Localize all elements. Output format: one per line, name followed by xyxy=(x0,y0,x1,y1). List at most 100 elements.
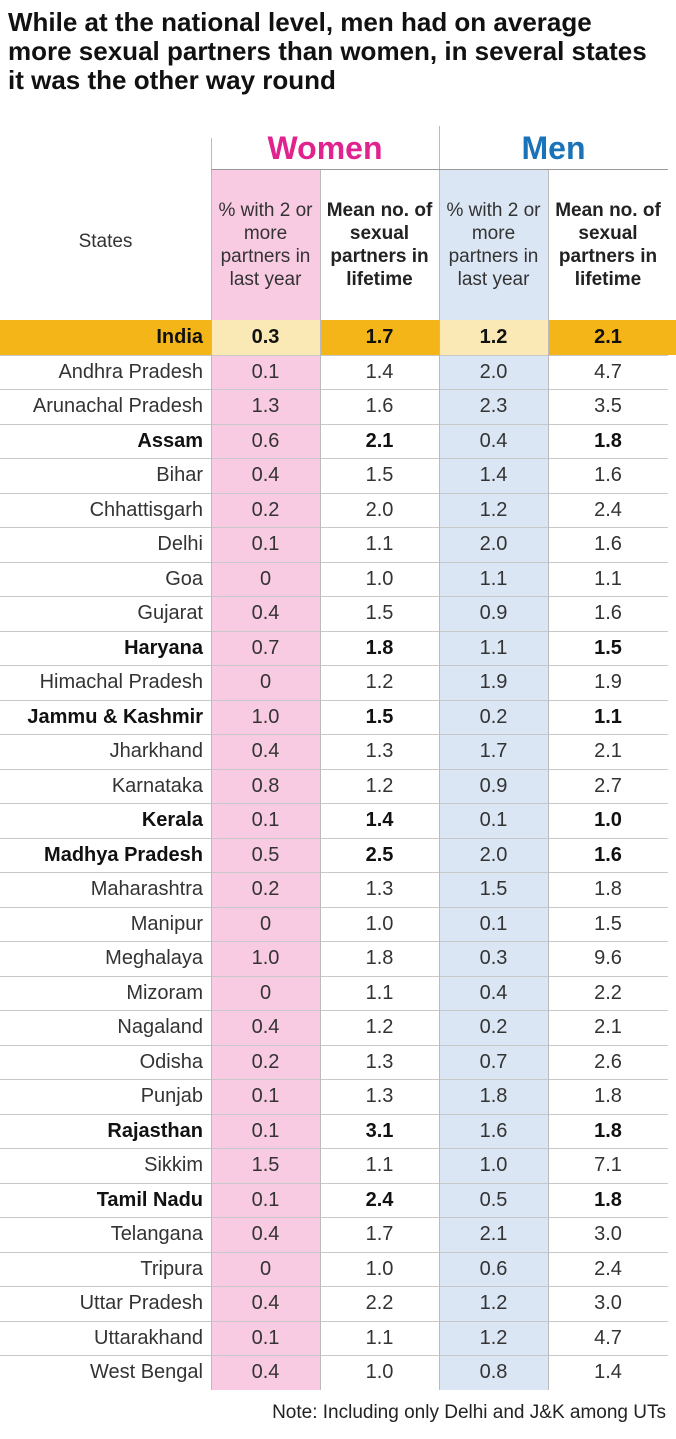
men-pct-cell: 0.6 xyxy=(479,1257,508,1280)
table-row: Bihar 0.4 1.5 1.4 1.6 xyxy=(0,458,676,493)
row-divider xyxy=(0,906,668,908)
women-mean-cell: 1.3 xyxy=(365,878,394,900)
men-pct-cell: 0.1 xyxy=(479,809,508,831)
men-pct-cell: 0.2 xyxy=(479,705,508,728)
men-pct-cell: 2.0 xyxy=(479,843,508,866)
women-pct-cell: 0 xyxy=(259,981,272,1004)
women-pct-cell: 0.7 xyxy=(251,636,280,659)
state-name-cell: Gujarat xyxy=(137,602,203,624)
women-mean-cell: 1.0 xyxy=(365,912,394,935)
table-row: Karnataka 0.8 1.2 0.9 2.7 xyxy=(0,769,676,804)
table-row: West Bengal 0.4 1.0 0.8 1.4 xyxy=(0,1355,676,1390)
men-pct-cell: 2.3 xyxy=(479,395,508,417)
women-pct-cell: 0.4 xyxy=(251,740,280,762)
women-pct-cell: 0.1 xyxy=(251,1085,280,1107)
men-mean-cell: 3.0 xyxy=(594,1292,622,1314)
state-name-cell: Assam xyxy=(137,429,203,452)
men-pct-cell: 0.8 xyxy=(479,1361,508,1383)
row-divider xyxy=(0,1079,668,1080)
table-row: Arunachal Pradesh 1.3 1.6 2.3 3.5 xyxy=(0,389,676,424)
state-name-cell: Mizoram xyxy=(126,981,203,1004)
table-row: Tripura 0 1.0 0.6 2.4 xyxy=(0,1252,676,1287)
men-mean-cell: 2.2 xyxy=(594,981,622,1004)
state-name-cell: West Bengal xyxy=(89,1361,203,1383)
row-divider xyxy=(0,665,668,666)
women-pct-cell: 0.5 xyxy=(251,843,280,866)
row-divider xyxy=(0,1286,668,1287)
state-name-cell: Nagaland xyxy=(117,1016,203,1038)
women-mean-cell: 2.1 xyxy=(365,429,394,452)
row-divider xyxy=(0,1113,668,1115)
state-name-cell: Madhya Pradesh xyxy=(44,843,203,866)
women-pct-cell: 0.6 xyxy=(251,429,280,452)
state-name-cell: Haryana xyxy=(124,636,203,659)
men-pct-cell: 2.0 xyxy=(479,533,508,555)
state-name-cell: Odisha xyxy=(139,1050,203,1073)
row-divider xyxy=(0,941,668,942)
women-pct-cell: 0 xyxy=(259,671,272,693)
table-row: Tamil Nadu 0.1 2.4 0.5 1.8 xyxy=(0,1183,676,1218)
row-divider xyxy=(0,561,668,563)
row-divider xyxy=(0,837,668,839)
row-divider xyxy=(0,1355,668,1356)
state-name-cell: Delhi xyxy=(157,533,203,555)
row-divider xyxy=(0,1148,668,1149)
table-row: Uttar Pradesh 0.4 2.2 1.2 3.0 xyxy=(0,1286,676,1321)
table-row: Andhra Pradesh 0.1 1.4 2.0 4.7 xyxy=(0,355,676,390)
men-mean-cell: 7.1 xyxy=(594,1154,622,1176)
table-row: Manipur 0 1.0 0.1 1.5 xyxy=(0,907,676,942)
men-mean-cell: 9.6 xyxy=(594,947,622,969)
women-pct-cell: 1.5 xyxy=(251,1154,280,1176)
state-name-cell: Sikkim xyxy=(144,1154,203,1176)
women-pct-cell: 0.1 xyxy=(251,360,280,383)
women-mean-cell: 1.1 xyxy=(365,533,394,555)
women-mean-cell: 1.2 xyxy=(365,774,394,797)
women-mean-cell: 2.5 xyxy=(365,843,394,866)
state-name-cell: Andhra Pradesh xyxy=(58,360,203,383)
table-row: Delhi 0.1 1.1 2.0 1.6 xyxy=(0,527,676,562)
row-divider xyxy=(0,1217,668,1218)
table-row: Rajasthan 0.1 3.1 1.6 1.8 xyxy=(0,1114,676,1149)
men-pct-cell: 1.8 xyxy=(479,1085,508,1107)
women-pct-cell: 0.2 xyxy=(251,1050,280,1073)
men-mean-cell: 1.5 xyxy=(594,912,622,935)
men-pct-cell: 2.1 xyxy=(479,1223,508,1245)
men-mean-cell: 1.8 xyxy=(594,1085,622,1107)
men-pct-cell: 1.1 xyxy=(479,567,508,590)
row-divider xyxy=(0,527,668,528)
women-mean-cell: 1.4 xyxy=(365,809,394,831)
women-mean-cell: 1.1 xyxy=(365,1154,394,1176)
row-divider xyxy=(0,872,668,873)
row-divider xyxy=(0,975,668,977)
men-mean-cell: 2.4 xyxy=(594,1257,622,1280)
women-pct-cell: 0.4 xyxy=(251,602,280,624)
row-divider xyxy=(0,423,668,425)
men-pct-cell: 1.2 xyxy=(479,1292,508,1314)
table-row: Madhya Pradesh 0.5 2.5 2.0 1.6 xyxy=(0,838,676,873)
men-mean-cell: 3.0 xyxy=(594,1223,622,1245)
women-pct-cell: 0.1 xyxy=(251,1326,280,1349)
men-mean-cell: 2.1 xyxy=(594,1016,622,1038)
women-pct-cell: 0.8 xyxy=(251,774,280,797)
men-pct-column-band xyxy=(439,170,548,1390)
row-divider xyxy=(0,1251,668,1253)
state-name-cell: Uttar Pradesh xyxy=(79,1292,203,1314)
women-pct-cell: 0 xyxy=(259,912,272,935)
state-name-cell: Tripura xyxy=(140,1257,203,1280)
men-pct-cell: 0.9 xyxy=(479,774,508,797)
women-pct-cell: 0.3 xyxy=(211,320,320,355)
men-pct-cell: 1.2 xyxy=(439,320,548,355)
men-pct-cell: 0.7 xyxy=(479,1050,508,1073)
women-group-header: Women xyxy=(267,130,383,166)
men-pct-column-header: % with 2 or more partners in last year xyxy=(446,200,541,290)
women-pct-cell: 0.1 xyxy=(251,533,280,555)
state-name-cell: Kerala xyxy=(141,809,203,831)
state-name-cell: Himachal Pradesh xyxy=(39,671,203,693)
women-pct-cell: 0 xyxy=(259,567,272,590)
women-pct-cell: 1.3 xyxy=(251,395,280,417)
women-pct-cell: 0.2 xyxy=(251,498,280,521)
women-mean-cell: 1.5 xyxy=(365,464,394,486)
men-mean-cell: 1.8 xyxy=(594,1119,622,1142)
men-pct-cell: 2.0 xyxy=(479,360,508,383)
row-divider xyxy=(0,768,668,770)
